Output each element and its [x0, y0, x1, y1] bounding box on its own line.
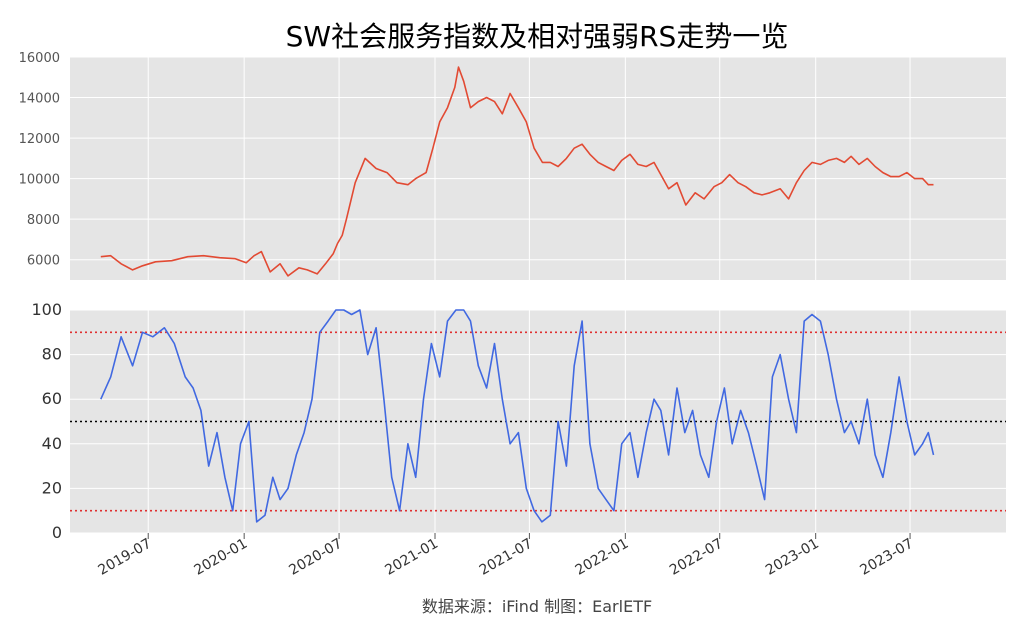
- rs-ytick-label: 20: [42, 478, 62, 497]
- xtick-label: 2021-07: [477, 536, 536, 579]
- chart-title: SW社会服务指数及相对强弱RS走势一览: [286, 20, 789, 53]
- xtick-label: 2022-07: [667, 536, 726, 579]
- xtick-label: 2022-01: [573, 536, 632, 579]
- index-panel: 6000 8000 10000 12000 14000 16000: [19, 51, 1006, 280]
- xtick-label: 2020-01: [192, 536, 251, 579]
- rs-series-line: [100, 309, 935, 523]
- xtick-label: 2023-01: [763, 536, 822, 579]
- index-ytick-label: 16000: [19, 51, 60, 66]
- rs-ytick-label: 0: [52, 523, 62, 542]
- index-ytick-label: 10000: [19, 173, 60, 188]
- xtick-label: 2023-07: [857, 536, 916, 579]
- source-caption: 数据来源：iFind 制图：EarlETF: [422, 597, 652, 616]
- xtick-label: 2020-07: [286, 536, 345, 579]
- rs-ytick-label: 60: [42, 389, 62, 408]
- index-ytick-label: 6000: [27, 254, 60, 269]
- index-ytick-label: 8000: [27, 213, 60, 228]
- xtick-label: 2019-07: [96, 536, 155, 579]
- index-ytick-label: 14000: [19, 92, 60, 107]
- index-plot-area: [70, 57, 1006, 280]
- index-ytick-label: 12000: [19, 132, 60, 147]
- rs-ytick-label: 100: [31, 300, 62, 319]
- rs-ytick-label: 80: [42, 345, 62, 364]
- rs-panel: 0 20 40 60 80 100: [31, 300, 1006, 542]
- x-axis: 2019-07 2020-01 2020-07 2021-01 2021-07 2022-…: [96, 533, 916, 579]
- rs-ytick-label: 40: [42, 434, 62, 453]
- index-series-line: [100, 66, 934, 277]
- xtick-label: 2021-01: [382, 536, 441, 579]
